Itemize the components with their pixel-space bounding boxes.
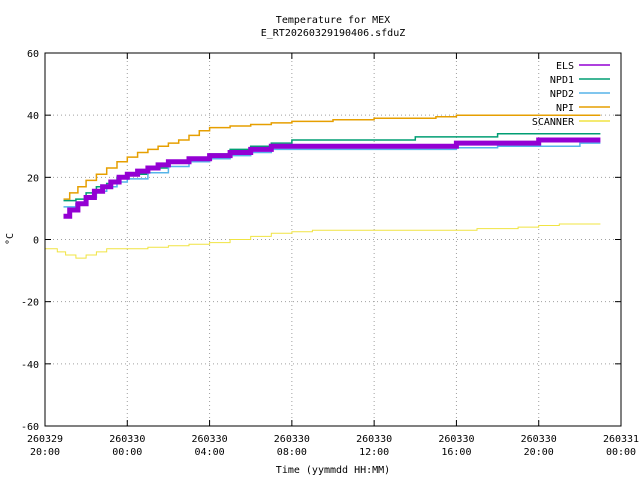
y-axis-ticks: -60 -40 -20 0 20 40 60 — [21, 49, 621, 433]
y-tick-label: -60 — [21, 422, 39, 433]
y-tick-label: -20 — [21, 298, 39, 309]
x-tick-time-label: 16:00 — [441, 447, 471, 458]
x-tick-time-label: 12:00 — [359, 447, 389, 458]
x-tick-date-label: 260329 — [27, 434, 63, 445]
series-layer — [45, 114, 601, 259]
y-tick-label: -40 — [21, 360, 39, 371]
x-tick-time-label: 00:00 — [606, 447, 636, 458]
x-tick-date-label: 260330 — [438, 434, 474, 445]
chart-subtitle: E_RT20260329190406.sfduZ — [261, 28, 406, 39]
x-tick-date-label: 260330 — [192, 434, 228, 445]
y-tick-label: 40 — [27, 111, 39, 122]
legend-label-scanner: SCANNER — [532, 117, 575, 128]
x-tick-time-label: 00:00 — [112, 447, 142, 458]
x-tick-date-label: 260330 — [274, 434, 310, 445]
legend: ELS NPD1 NPD2 NPI SCANNER — [532, 61, 610, 128]
chart-title: Temperature for MEX — [276, 15, 390, 26]
x-tick-time-label: 20:00 — [30, 447, 60, 458]
x-tick-time-label: 08:00 — [277, 447, 307, 458]
x-tick-time-label: 20:00 — [524, 447, 554, 458]
legend-label-npi: NPI — [556, 103, 574, 114]
y-tick-label: 0 — [33, 236, 39, 247]
x-tick-date-label: 260330 — [109, 434, 145, 445]
legend-label-npd1: NPD1 — [550, 75, 574, 86]
series-line-scanner — [45, 223, 601, 259]
y-axis-label: °C — [5, 233, 16, 245]
x-tick-date-label: 260330 — [521, 434, 557, 445]
grid-lines — [45, 53, 621, 426]
x-axis-label: Time (yymmdd HH:MM) — [276, 465, 390, 476]
series-line-npi — [63, 114, 601, 200]
series-line-els — [63, 137, 601, 219]
legend-label-npd2: NPD2 — [550, 89, 574, 100]
x-tick-time-label: 04:00 — [195, 447, 225, 458]
x-axis-ticks: 260329 20:00 260330 00:00 260330 04:00 260330 0… — [27, 53, 639, 458]
x-tick-date-label: 260330 — [356, 434, 392, 445]
y-tick-label: 60 — [27, 49, 39, 60]
y-tick-label: 20 — [27, 173, 39, 184]
x-tick-date-label: 260331 — [603, 434, 639, 445]
legend-label-els: ELS — [556, 61, 574, 72]
